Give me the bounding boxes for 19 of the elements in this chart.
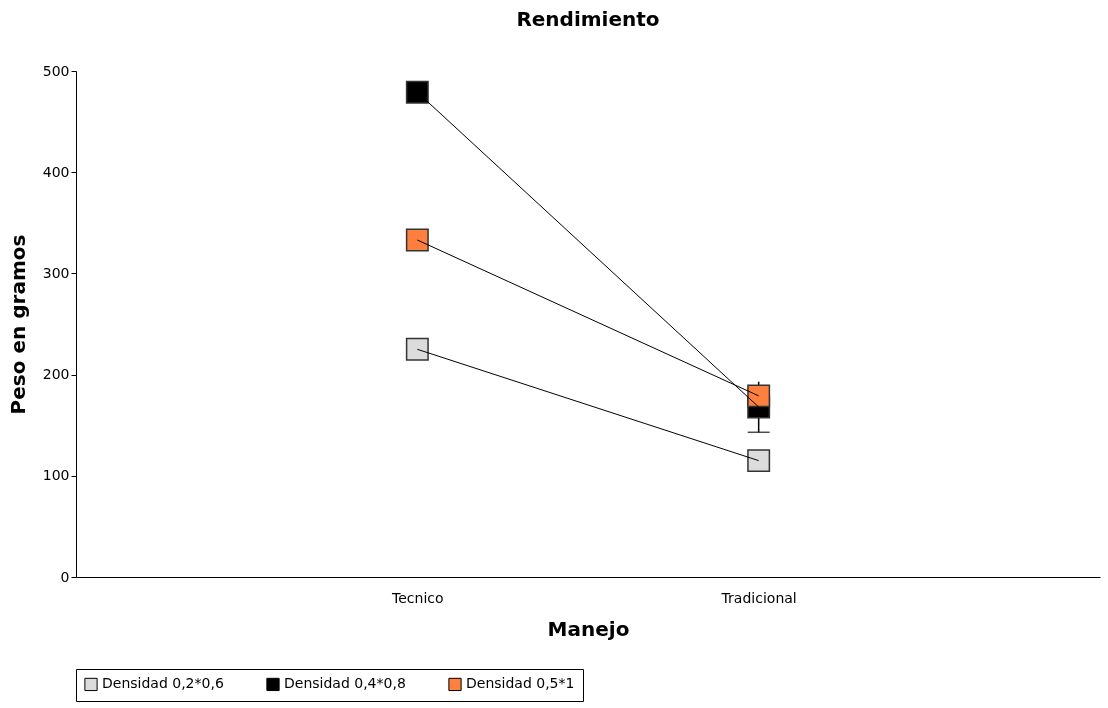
point: [405, 80, 429, 104]
point: [747, 449, 771, 473]
y-axis-title: Peso en gramos: [5, 234, 30, 415]
x-axis-title: Manejo: [547, 616, 630, 641]
y-tick-label: 300: [42, 264, 70, 281]
y-tick-label: 200: [42, 366, 70, 383]
x-tick-label: Tradicional: [720, 589, 797, 606]
point: [405, 228, 429, 252]
legend-label: Densidad 0,4*0,8: [284, 675, 406, 692]
point: [405, 337, 429, 361]
y-tick-label: 500: [42, 62, 70, 79]
y-tick-label: 400: [42, 163, 70, 180]
y-tick-label: 100: [42, 467, 70, 484]
legend-label: Densidad 0,2*0,6: [102, 675, 224, 692]
legend-label: Densidad 0,5*1: [466, 675, 575, 692]
point: [747, 384, 771, 408]
chart-title: Rendimiento: [516, 7, 660, 31]
y-tick-label: 0: [60, 568, 70, 585]
x-tick-label: Tecnico: [391, 589, 444, 606]
